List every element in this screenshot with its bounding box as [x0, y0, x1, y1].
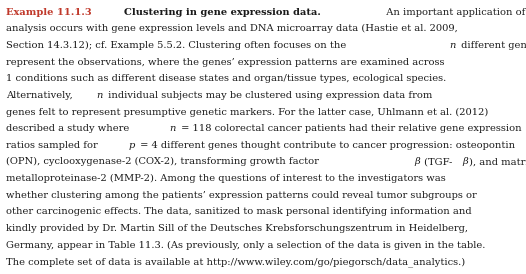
Text: Germany, appear in Table 11.3. (As previously, only a selection of the data is g: Germany, appear in Table 11.3. (As previ… — [6, 241, 485, 250]
Text: different genes that: different genes that — [458, 41, 526, 50]
Text: n: n — [96, 91, 103, 100]
Text: ), and matrix: ), and matrix — [469, 157, 526, 166]
Text: other carcinogenic effects. The data, sanitized to mask personal identifying inf: other carcinogenic effects. The data, sa… — [6, 207, 472, 216]
Text: whether clustering among the patients’ expression patterns could reveal tumor su: whether clustering among the patients’ e… — [6, 191, 477, 200]
Text: metalloproteinase-2 (MMP-2). Among the questions of interest to the investigator: metalloproteinase-2 (MMP-2). Among the q… — [6, 174, 446, 183]
Text: β: β — [414, 157, 420, 166]
Text: n: n — [169, 124, 176, 133]
Text: The complete set of data is available at http://www.wiley.com/go/piegorsch/data_: The complete set of data is available at… — [6, 257, 466, 267]
Text: β: β — [462, 157, 468, 166]
Text: 1 conditions such as different disease states and organ/tissue types, ecological: 1 conditions such as different disease s… — [6, 74, 447, 83]
Text: kindly provided by Dr. Martin Sill of the Deutsches Krebsforschungszentrum in He: kindly provided by Dr. Martin Sill of th… — [6, 224, 468, 233]
Text: An important application of cluster: An important application of cluster — [380, 8, 526, 17]
Text: Section 14.3.12); cf. Example 5.5.2. Clustering often focuses on the: Section 14.3.12); cf. Example 5.5.2. Clu… — [6, 41, 350, 50]
Text: ratios sampled for: ratios sampled for — [6, 141, 101, 150]
Text: represent the observations, where the genes’ expression patterns are examined ac: represent the observations, where the ge… — [6, 58, 448, 67]
Text: = 118 colorectal cancer patients had their relative gene expression: = 118 colorectal cancer patients had the… — [178, 124, 521, 133]
Text: Clustering in gene expression data.: Clustering in gene expression data. — [117, 8, 321, 17]
Text: Example 11.1.3: Example 11.1.3 — [6, 8, 92, 17]
Text: = 4 different genes thought contribute to cancer progression: osteopontin: = 4 different genes thought contribute t… — [137, 141, 515, 150]
Text: (OPN), cyclooxygenase-2 (COX-2), transforming growth factor: (OPN), cyclooxygenase-2 (COX-2), transfo… — [6, 157, 322, 167]
Text: p: p — [129, 141, 135, 150]
Text: individual subjects may be clustered using expression data from: individual subjects may be clustered usi… — [105, 91, 435, 100]
Text: genes felt to represent presumptive genetic markers. For the latter case, Uhlman: genes felt to represent presumptive gene… — [6, 107, 489, 117]
Text: described a study where: described a study where — [6, 124, 133, 133]
Text: (TGF-: (TGF- — [421, 157, 453, 166]
Text: Alternatively,: Alternatively, — [6, 91, 76, 100]
Text: n: n — [449, 41, 456, 50]
Text: analysis occurs with gene expression levels and DNA microarray data (Hastie et a: analysis occurs with gene expression lev… — [6, 24, 458, 33]
